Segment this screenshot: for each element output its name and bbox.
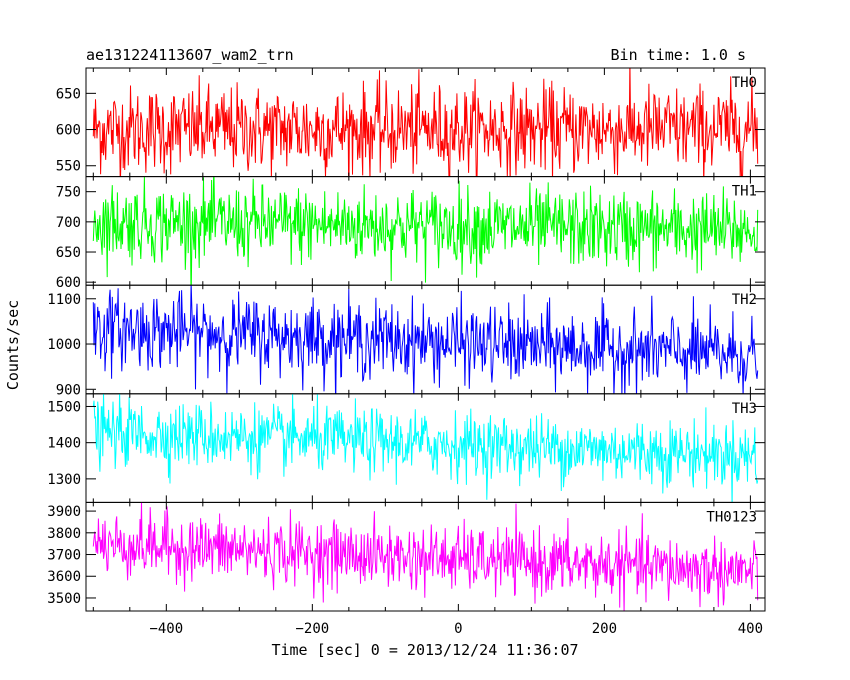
y-tick-label: 1000 xyxy=(47,337,81,353)
x-tick-label: −200 xyxy=(295,621,329,637)
plot-title: ae131224113607_wam2_trn xyxy=(86,46,294,64)
x-axis-label: Time [sec] 0 = 2013/12/24 11:36:07 xyxy=(271,641,578,659)
y-tick-label: 650 xyxy=(56,245,81,261)
panel-th0: 550 600 650 TH0 xyxy=(56,67,766,178)
x-axis: −400 −200 0 200 400 xyxy=(149,621,763,637)
panel-th2: 900 1000 1100 TH2 xyxy=(47,284,766,398)
y-tick-label: 600 xyxy=(56,123,81,139)
y-tick-label: 3800 xyxy=(47,526,81,542)
y-tick-label: 750 xyxy=(56,185,81,201)
x-tick-label: 0 xyxy=(454,621,462,637)
panel-label-th2: TH2 xyxy=(732,292,757,308)
y-tick-label: 650 xyxy=(56,86,81,102)
series-line-th1 xyxy=(92,176,759,286)
bin-time-label: Bin time: 1.0 s xyxy=(611,46,746,64)
panel-label-th0123: TH0123 xyxy=(706,509,757,525)
y-tick-label: 3900 xyxy=(47,504,81,520)
series-line-th0123 xyxy=(92,502,759,611)
y-axis-label: Counts/sec xyxy=(4,300,22,390)
series-line-th0 xyxy=(92,68,759,177)
y-tick-label: 1400 xyxy=(47,436,81,452)
panel-label-th3: TH3 xyxy=(732,401,757,417)
x-tick-label: 200 xyxy=(592,621,617,637)
panel-label-th0: TH0 xyxy=(732,75,757,91)
y-tick-label: 1100 xyxy=(47,292,81,308)
y-tick-label: 900 xyxy=(56,382,81,398)
panel-frame xyxy=(85,501,766,612)
panel-th3: 1300 1400 1500 TH3 xyxy=(47,393,766,503)
panel-th1: 600 650 700 750 TH1 xyxy=(56,176,766,291)
y-tick-label: 3600 xyxy=(47,569,81,585)
panel-label-th1: TH1 xyxy=(732,184,757,200)
panels-group: 550 600 650 TH0 600 650 700 750 TH1 900 1000 1100 TH… xyxy=(47,67,766,612)
y-tick-label: 550 xyxy=(56,159,81,175)
y-tick-label: 700 xyxy=(56,215,81,231)
y-tick-label: 1500 xyxy=(47,399,81,415)
y-tick-label: 3700 xyxy=(47,548,81,564)
y-tick-label: 3500 xyxy=(47,591,81,607)
y-tick-label: 1300 xyxy=(47,472,81,488)
x-tick-label: 400 xyxy=(738,621,763,637)
panel-th0123: 3500 3600 3700 3800 3900 TH0123 xyxy=(47,501,766,612)
series-line-th2 xyxy=(92,285,759,394)
x-tick-label: −400 xyxy=(149,621,183,637)
series-line-th3 xyxy=(92,393,759,503)
y-tick-label: 600 xyxy=(56,275,81,291)
